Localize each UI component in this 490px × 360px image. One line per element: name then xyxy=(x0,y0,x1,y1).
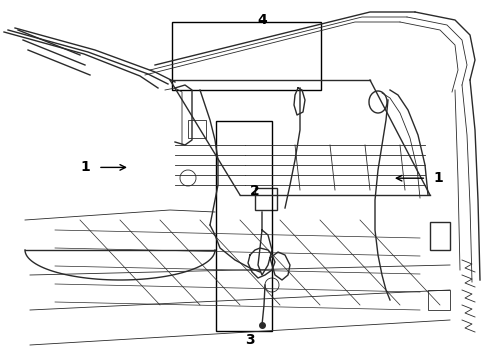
Text: 4: 4 xyxy=(257,13,267,27)
Bar xyxy=(428,290,450,310)
Text: 2: 2 xyxy=(250,184,260,198)
Text: 1: 1 xyxy=(434,171,443,185)
Bar xyxy=(255,188,277,210)
Bar xyxy=(188,120,206,138)
Bar xyxy=(216,121,272,331)
Text: 3: 3 xyxy=(245,333,255,347)
Bar xyxy=(430,222,450,250)
Bar xyxy=(172,22,321,90)
Text: 1: 1 xyxy=(81,161,91,174)
